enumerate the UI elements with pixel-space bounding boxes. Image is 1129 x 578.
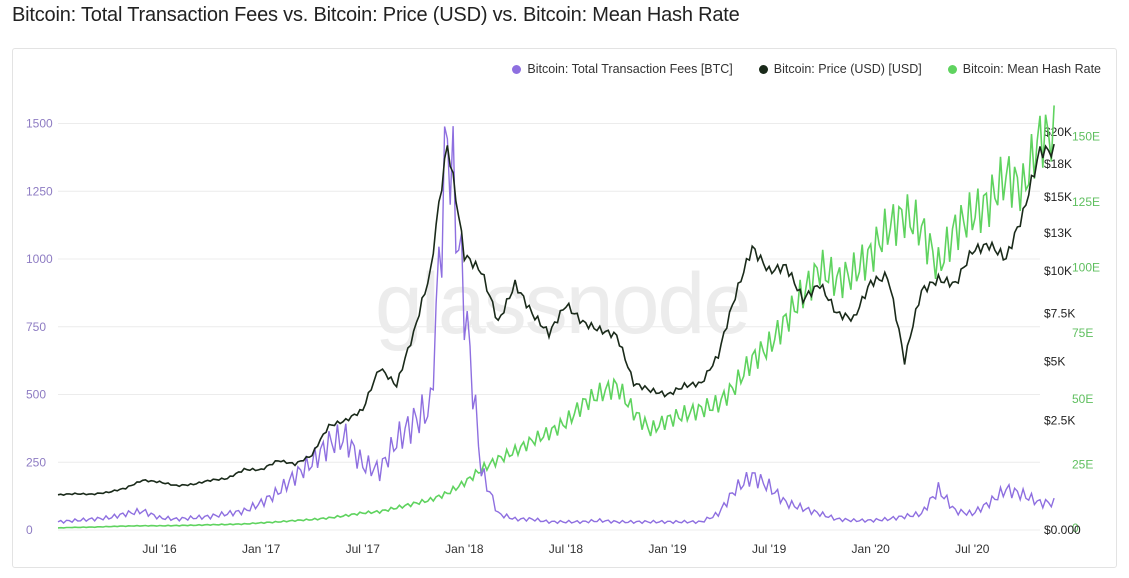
legend: Bitcoin: Total Transaction Fees [BTC] Bi…: [512, 62, 1101, 76]
x-tick-label: Jul '16: [142, 542, 177, 556]
series-line-price: [57, 143, 1055, 496]
y-tick-label-fees: 250: [26, 455, 46, 469]
legend-dot-hashrate: [947, 64, 957, 74]
y-tick-label-price: $18K: [1044, 157, 1072, 171]
series-line-fees: [57, 126, 1055, 525]
y-tick-label-fees: 750: [26, 320, 46, 334]
y-tick-label-price: $13K: [1044, 226, 1072, 240]
legend-dot-fees: [512, 64, 522, 74]
y-tick-label-fees: 0: [26, 523, 33, 537]
legend-dot-price: [758, 64, 768, 74]
legend-item-fees[interactable]: Bitcoin: Total Transaction Fees [BTC]: [512, 62, 733, 76]
legend-item-hashrate[interactable]: Bitcoin: Mean Hash Rate: [947, 62, 1101, 76]
series-line-hashrate: [57, 105, 1055, 529]
y-tick-label-price: $2.5K: [1044, 413, 1075, 427]
x-tick-label: Jan '20: [852, 542, 891, 556]
x-tick-label: Jul '17: [346, 542, 381, 556]
x-tick-label: Jan '18: [445, 542, 484, 556]
y-tick-label-hashrate: 125E: [1072, 195, 1100, 209]
legend-label-hashrate: Bitcoin: Mean Hash Rate: [962, 62, 1101, 76]
legend-label-price: Bitcoin: Price (USD) [USD]: [773, 62, 922, 76]
y-tick-label-hashrate: 50E: [1072, 392, 1093, 406]
y-tick-label-price: $5K: [1044, 355, 1065, 369]
y-tick-label-fees: 1250: [26, 184, 53, 198]
x-tick-label: Jul '18: [549, 542, 584, 556]
y-tick-label-fees: 1500: [26, 117, 53, 131]
y-tick-label-price: $15K: [1044, 190, 1072, 204]
y-tick-label-hashrate: 25E: [1072, 457, 1093, 471]
x-tick-label: Jan '17: [242, 542, 281, 556]
y-tick-label-hashrate: 150E: [1072, 129, 1100, 143]
y-tick-label-hashrate: 75E: [1072, 326, 1093, 340]
x-tick-label: Jul '20: [955, 542, 990, 556]
y-tick-label-price: $0.000: [1044, 523, 1081, 537]
y-tick-label-fees: 1000: [26, 252, 53, 266]
x-tick-label: Jul '19: [752, 542, 787, 556]
legend-item-price[interactable]: Bitcoin: Price (USD) [USD]: [758, 62, 922, 76]
y-tick-label-fees: 500: [26, 388, 46, 402]
y-tick-label-price: $20K: [1044, 125, 1072, 139]
y-tick-label-price: $7.5K: [1044, 306, 1075, 320]
page-title: Bitcoin: Total Transaction Fees vs. Bitc…: [12, 4, 740, 26]
y-tick-label-hashrate-zero: 0: [1072, 521, 1079, 535]
x-tick-label: Jan '19: [648, 542, 687, 556]
y-tick-label-price: $10K: [1044, 264, 1072, 278]
chart-panel: [12, 48, 1117, 568]
y-tick-label-hashrate: 100E: [1072, 261, 1100, 275]
legend-label-fees: Bitcoin: Total Transaction Fees [BTC]: [527, 62, 733, 76]
